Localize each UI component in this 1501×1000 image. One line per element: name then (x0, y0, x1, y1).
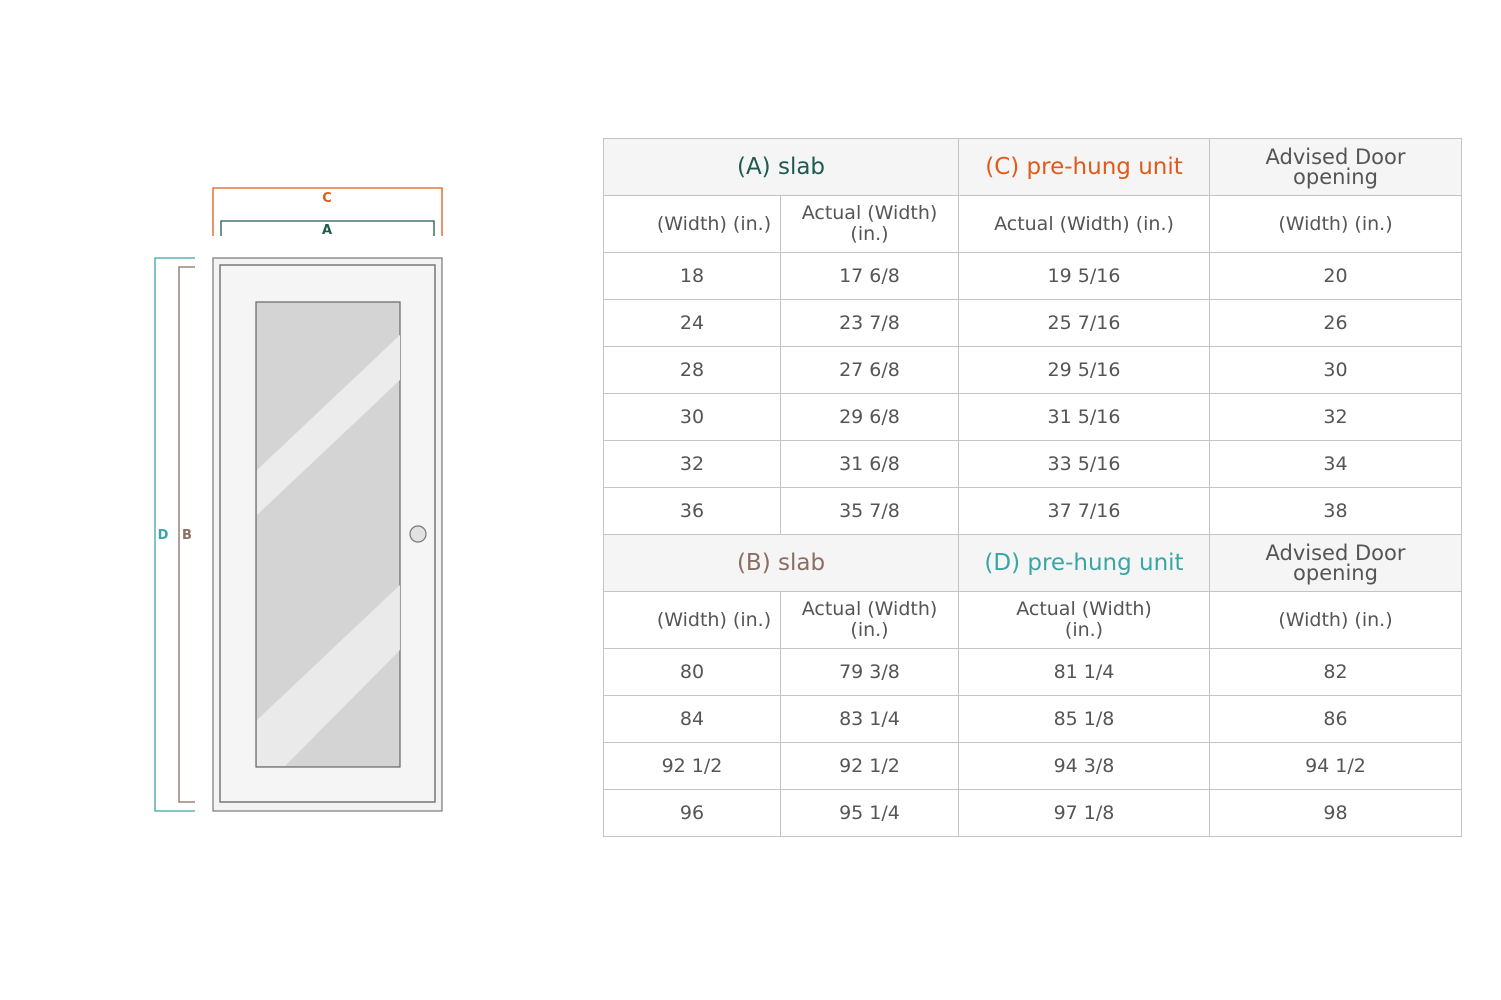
table-cell: 98 (1209, 789, 1462, 837)
table-row: 32 31 6/8 33 5/16 34 (603, 440, 1462, 488)
subheader-row: (Width) (in.) Actual (Width) (in.) Actual … (603, 591, 1462, 649)
table-cell: 37 7/16 (958, 487, 1210, 535)
dimension-a-label: A (322, 223, 332, 238)
table-cell: 32 (1209, 393, 1462, 441)
glass-reflection (257, 585, 400, 766)
table-cell: 33 5/16 (958, 440, 1210, 488)
table-cell: 34 (1209, 440, 1462, 488)
header-pre-hung: (C) pre-hung unit (958, 138, 1210, 196)
header-slab: (A) slab (603, 138, 959, 196)
table-cell: 97 1/8 (958, 789, 1210, 837)
header-slab: (B) slab (603, 534, 959, 592)
table-row: 36 35 7/8 37 7/16 38 (603, 487, 1462, 535)
section-header-row: (A) slab (C) pre-hung unit Advised Door op… (603, 138, 1462, 196)
table-cell: 38 (1209, 487, 1462, 535)
table-cell: 26 (1209, 299, 1462, 347)
table-row: 18 17 6/8 19 5/16 20 (603, 252, 1462, 300)
table-row: 24 23 7/8 25 7/16 26 (603, 299, 1462, 347)
table-cell: 32 (603, 440, 781, 488)
subheader-row: (Width) (in.) Actual (Width) (in.) Actual … (603, 195, 1462, 253)
table-cell: 17 6/8 (780, 252, 959, 300)
header-advised-opening: Advised Door opening (1209, 534, 1462, 592)
table-cell: 82 (1209, 648, 1462, 696)
glass-reflection (257, 335, 400, 515)
table-cell: 94 1/2 (1209, 742, 1462, 790)
table-cell: 18 (603, 252, 781, 300)
subheader-cell: Actual (Width) (in.) (780, 195, 959, 253)
table-cell: 35 7/8 (780, 487, 959, 535)
dimension-c-line (212, 187, 443, 236)
dimension-a-line (220, 220, 435, 236)
table-cell: 28 (603, 346, 781, 394)
table-cell: 30 (1209, 346, 1462, 394)
table-cell: 79 3/8 (780, 648, 959, 696)
table-cell: 94 3/8 (958, 742, 1210, 790)
section-header-row: (B) slab (D) pre-hung unit Advised Door op… (603, 534, 1462, 592)
table-row: 96 95 1/4 97 1/8 98 (603, 789, 1462, 837)
subheader-cell: Actual (Width) (in.) (958, 591, 1210, 649)
subheader-cell: (Width) (in.) (603, 591, 781, 649)
table-cell: 36 (603, 487, 781, 535)
subheader-cell: (Width) (in.) (603, 195, 781, 253)
table-cell: 29 5/16 (958, 346, 1210, 394)
table-cell: 95 1/4 (780, 789, 959, 837)
dimension-b-label: B (182, 528, 192, 543)
table-cell: 86 (1209, 695, 1462, 743)
table-row: 28 27 6/8 29 5/16 30 (603, 346, 1462, 394)
table-row: 30 29 6/8 31 5/16 32 (603, 393, 1462, 441)
door-size-table: (A) slab (C) pre-hung unit Advised Door op… (603, 138, 1462, 837)
table-cell: 19 5/16 (958, 252, 1210, 300)
table-cell: 27 6/8 (780, 346, 959, 394)
table-row: 84 83 1/4 85 1/8 86 (603, 695, 1462, 743)
subheader-cell: (Width) (in.) (1209, 591, 1462, 649)
table-cell: 85 1/8 (958, 695, 1210, 743)
subheader-cell: Actual (Width) (in.) (958, 195, 1210, 253)
dimension-c-label: C (322, 191, 332, 206)
table-cell: 92 1/2 (603, 742, 781, 790)
table-cell: 96 (603, 789, 781, 837)
subheader-cell: (Width) (in.) (1209, 195, 1462, 253)
table-cell: 81 1/4 (958, 648, 1210, 696)
dimension-d-line (154, 257, 195, 812)
table-cell: 25 7/16 (958, 299, 1210, 347)
header-pre-hung: (D) pre-hung unit (958, 534, 1210, 592)
table-row: 80 79 3/8 81 1/4 82 (603, 648, 1462, 696)
table-cell: 20 (1209, 252, 1462, 300)
door-knob (409, 525, 427, 543)
dimension-d-label: D (158, 528, 169, 543)
table-cell: 92 1/2 (780, 742, 959, 790)
table-cell: 84 (603, 695, 781, 743)
table-cell: 31 5/16 (958, 393, 1210, 441)
table-cell: 31 6/8 (780, 440, 959, 488)
table-cell: 23 7/8 (780, 299, 959, 347)
door-diagram: C A D B (154, 187, 443, 812)
subheader-cell: Actual (Width) (in.) (780, 591, 959, 649)
table-cell: 29 6/8 (780, 393, 959, 441)
table-cell: 24 (603, 299, 781, 347)
header-advised-opening: Advised Door opening (1209, 138, 1462, 196)
table-cell: 80 (603, 648, 781, 696)
table-cell: 30 (603, 393, 781, 441)
dimension-b-line (178, 266, 195, 803)
table-cell: 83 1/4 (780, 695, 959, 743)
table-row: 92 1/2 92 1/2 94 3/8 94 1/2 (603, 742, 1462, 790)
